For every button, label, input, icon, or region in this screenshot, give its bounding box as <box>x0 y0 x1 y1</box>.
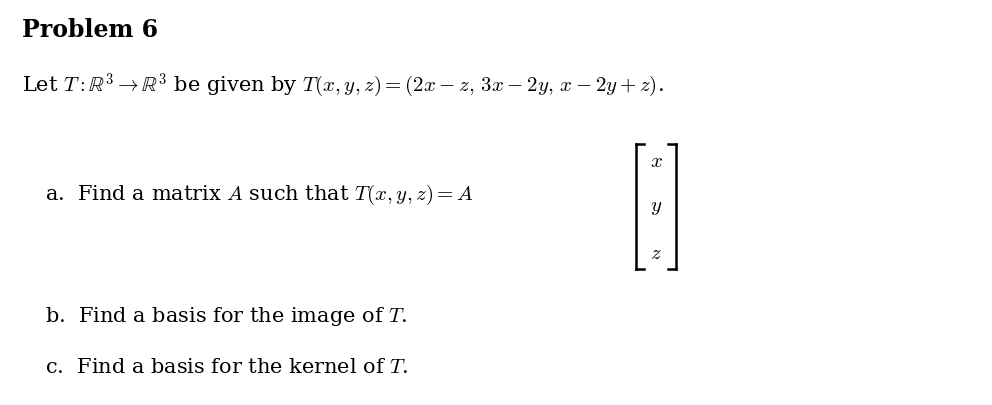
Text: c.  Find a basis for the kernel of $T$.: c. Find a basis for the kernel of $T$. <box>45 357 409 376</box>
Text: $x$: $x$ <box>650 152 663 171</box>
Text: Let $T : \mathbb{R}^3 \rightarrow \mathbb{R}^3$ be given by $T(x, y, z) = (2x - : Let $T : \mathbb{R}^3 \rightarrow \mathb… <box>22 72 664 100</box>
Text: a.  Find a matrix $A$ such that $T(x, y, z) = A$: a. Find a matrix $A$ such that $T(x, y, … <box>45 183 474 207</box>
Text: Problem 6: Problem 6 <box>22 18 158 42</box>
Text: $y$: $y$ <box>650 198 662 216</box>
Text: $z$: $z$ <box>650 243 662 262</box>
Text: b.  Find a basis for the image of $T$.: b. Find a basis for the image of $T$. <box>45 304 408 327</box>
